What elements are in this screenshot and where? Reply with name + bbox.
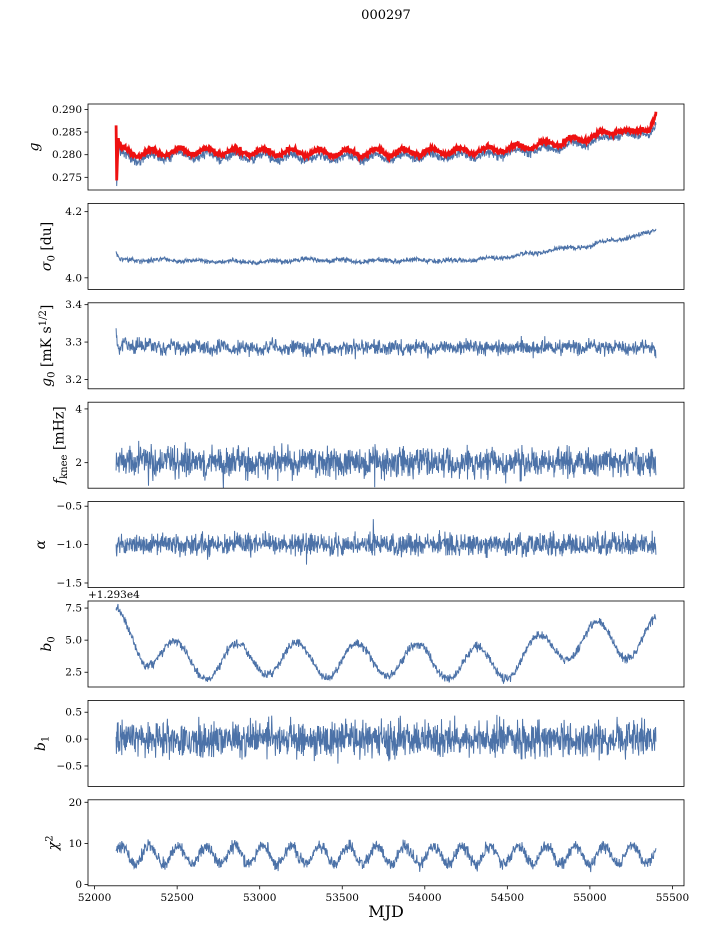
ytick-label: −0.5	[57, 501, 83, 513]
panel-g0-series	[115, 328, 657, 360]
xtick-label: 53000	[243, 892, 276, 904]
y-axis-label-g: g	[27, 142, 43, 151]
panel-b1-frame	[87, 700, 685, 787]
g0-line	[115, 328, 657, 360]
ytick-label: 2	[75, 457, 82, 469]
ytick-label: 5.0	[65, 635, 82, 647]
ytick-label: 20	[69, 797, 82, 809]
ytick-label: −0.5	[57, 760, 83, 772]
ytick-label: −1.0	[57, 539, 83, 551]
xtick-label: 52500	[160, 892, 193, 904]
panel-chi2-series	[115, 839, 657, 873]
chart-title: 000297	[361, 8, 411, 23]
panel-g-series	[114, 111, 658, 187]
ytick-label: 4.0	[65, 272, 82, 284]
y-axis-label-chi2: χ2	[44, 835, 61, 851]
ytick-label: 3.3	[65, 337, 82, 349]
ytick-label: 3.4	[65, 299, 82, 311]
fknee-line	[115, 440, 657, 489]
y-axis-label-b0: b0	[39, 636, 58, 651]
alpha-line	[115, 519, 657, 565]
panel-g0-frame	[87, 302, 685, 390]
panel-g-frame	[87, 103, 685, 191]
xtick-label: 54500	[491, 892, 524, 904]
chi2-line	[115, 839, 657, 873]
xtick-label: 54000	[408, 892, 441, 904]
panel-alpha-series	[115, 519, 657, 565]
ytick-label: 3.2	[65, 374, 82, 386]
ytick-label: 0.5	[65, 707, 82, 719]
ytick-label: 4	[75, 403, 82, 415]
panel-b1-series	[115, 714, 657, 764]
panel-fknee-frame	[87, 401, 685, 489]
ytick-label: 2.5	[65, 667, 82, 679]
y-axis-label-alpha: α	[33, 539, 49, 549]
panel-fknee-series	[115, 440, 657, 489]
ytick-label: −1.5	[57, 577, 83, 589]
xtick-label: 52000	[78, 892, 111, 904]
y-axis-label-g0: g0 [mK s1/2]	[38, 305, 58, 387]
x-axis-label: MJD	[368, 902, 404, 921]
xtick-label: 53500	[326, 892, 359, 904]
y-axis-label-fknee: fknee [mHz]	[52, 406, 70, 485]
ytick-label: 4.2	[65, 206, 82, 218]
b0-line	[115, 603, 657, 684]
b1-line	[115, 714, 657, 764]
ytick-label: 0.280	[52, 149, 82, 161]
y-axis-label-sigma0: σ0 [du]	[39, 222, 58, 271]
ytick-label: 7.5	[65, 603, 82, 615]
xtick-label: 55500	[656, 892, 689, 904]
ytick-label: 10	[69, 838, 82, 850]
xtick-label: 55000	[573, 892, 606, 904]
panel-b0-frame	[87, 600, 685, 688]
ytick-label: 0.285	[52, 127, 82, 139]
ytick-label: 0.290	[52, 104, 82, 116]
ytick-label: 0.275	[52, 172, 82, 184]
panel-sigma0-series	[115, 228, 657, 266]
sigma0-line	[115, 228, 657, 266]
y-offset-text: +1.293e4	[88, 589, 140, 601]
ytick-label: 0.0	[65, 734, 82, 746]
ytick-label: 0	[75, 879, 82, 891]
g-red-line	[114, 111, 658, 181]
panel-sigma0-frame	[87, 202, 685, 290]
panel-b0-series	[115, 603, 657, 684]
panel-chi2-frame	[87, 799, 685, 887]
y-axis-label-b1: b1	[33, 736, 52, 751]
